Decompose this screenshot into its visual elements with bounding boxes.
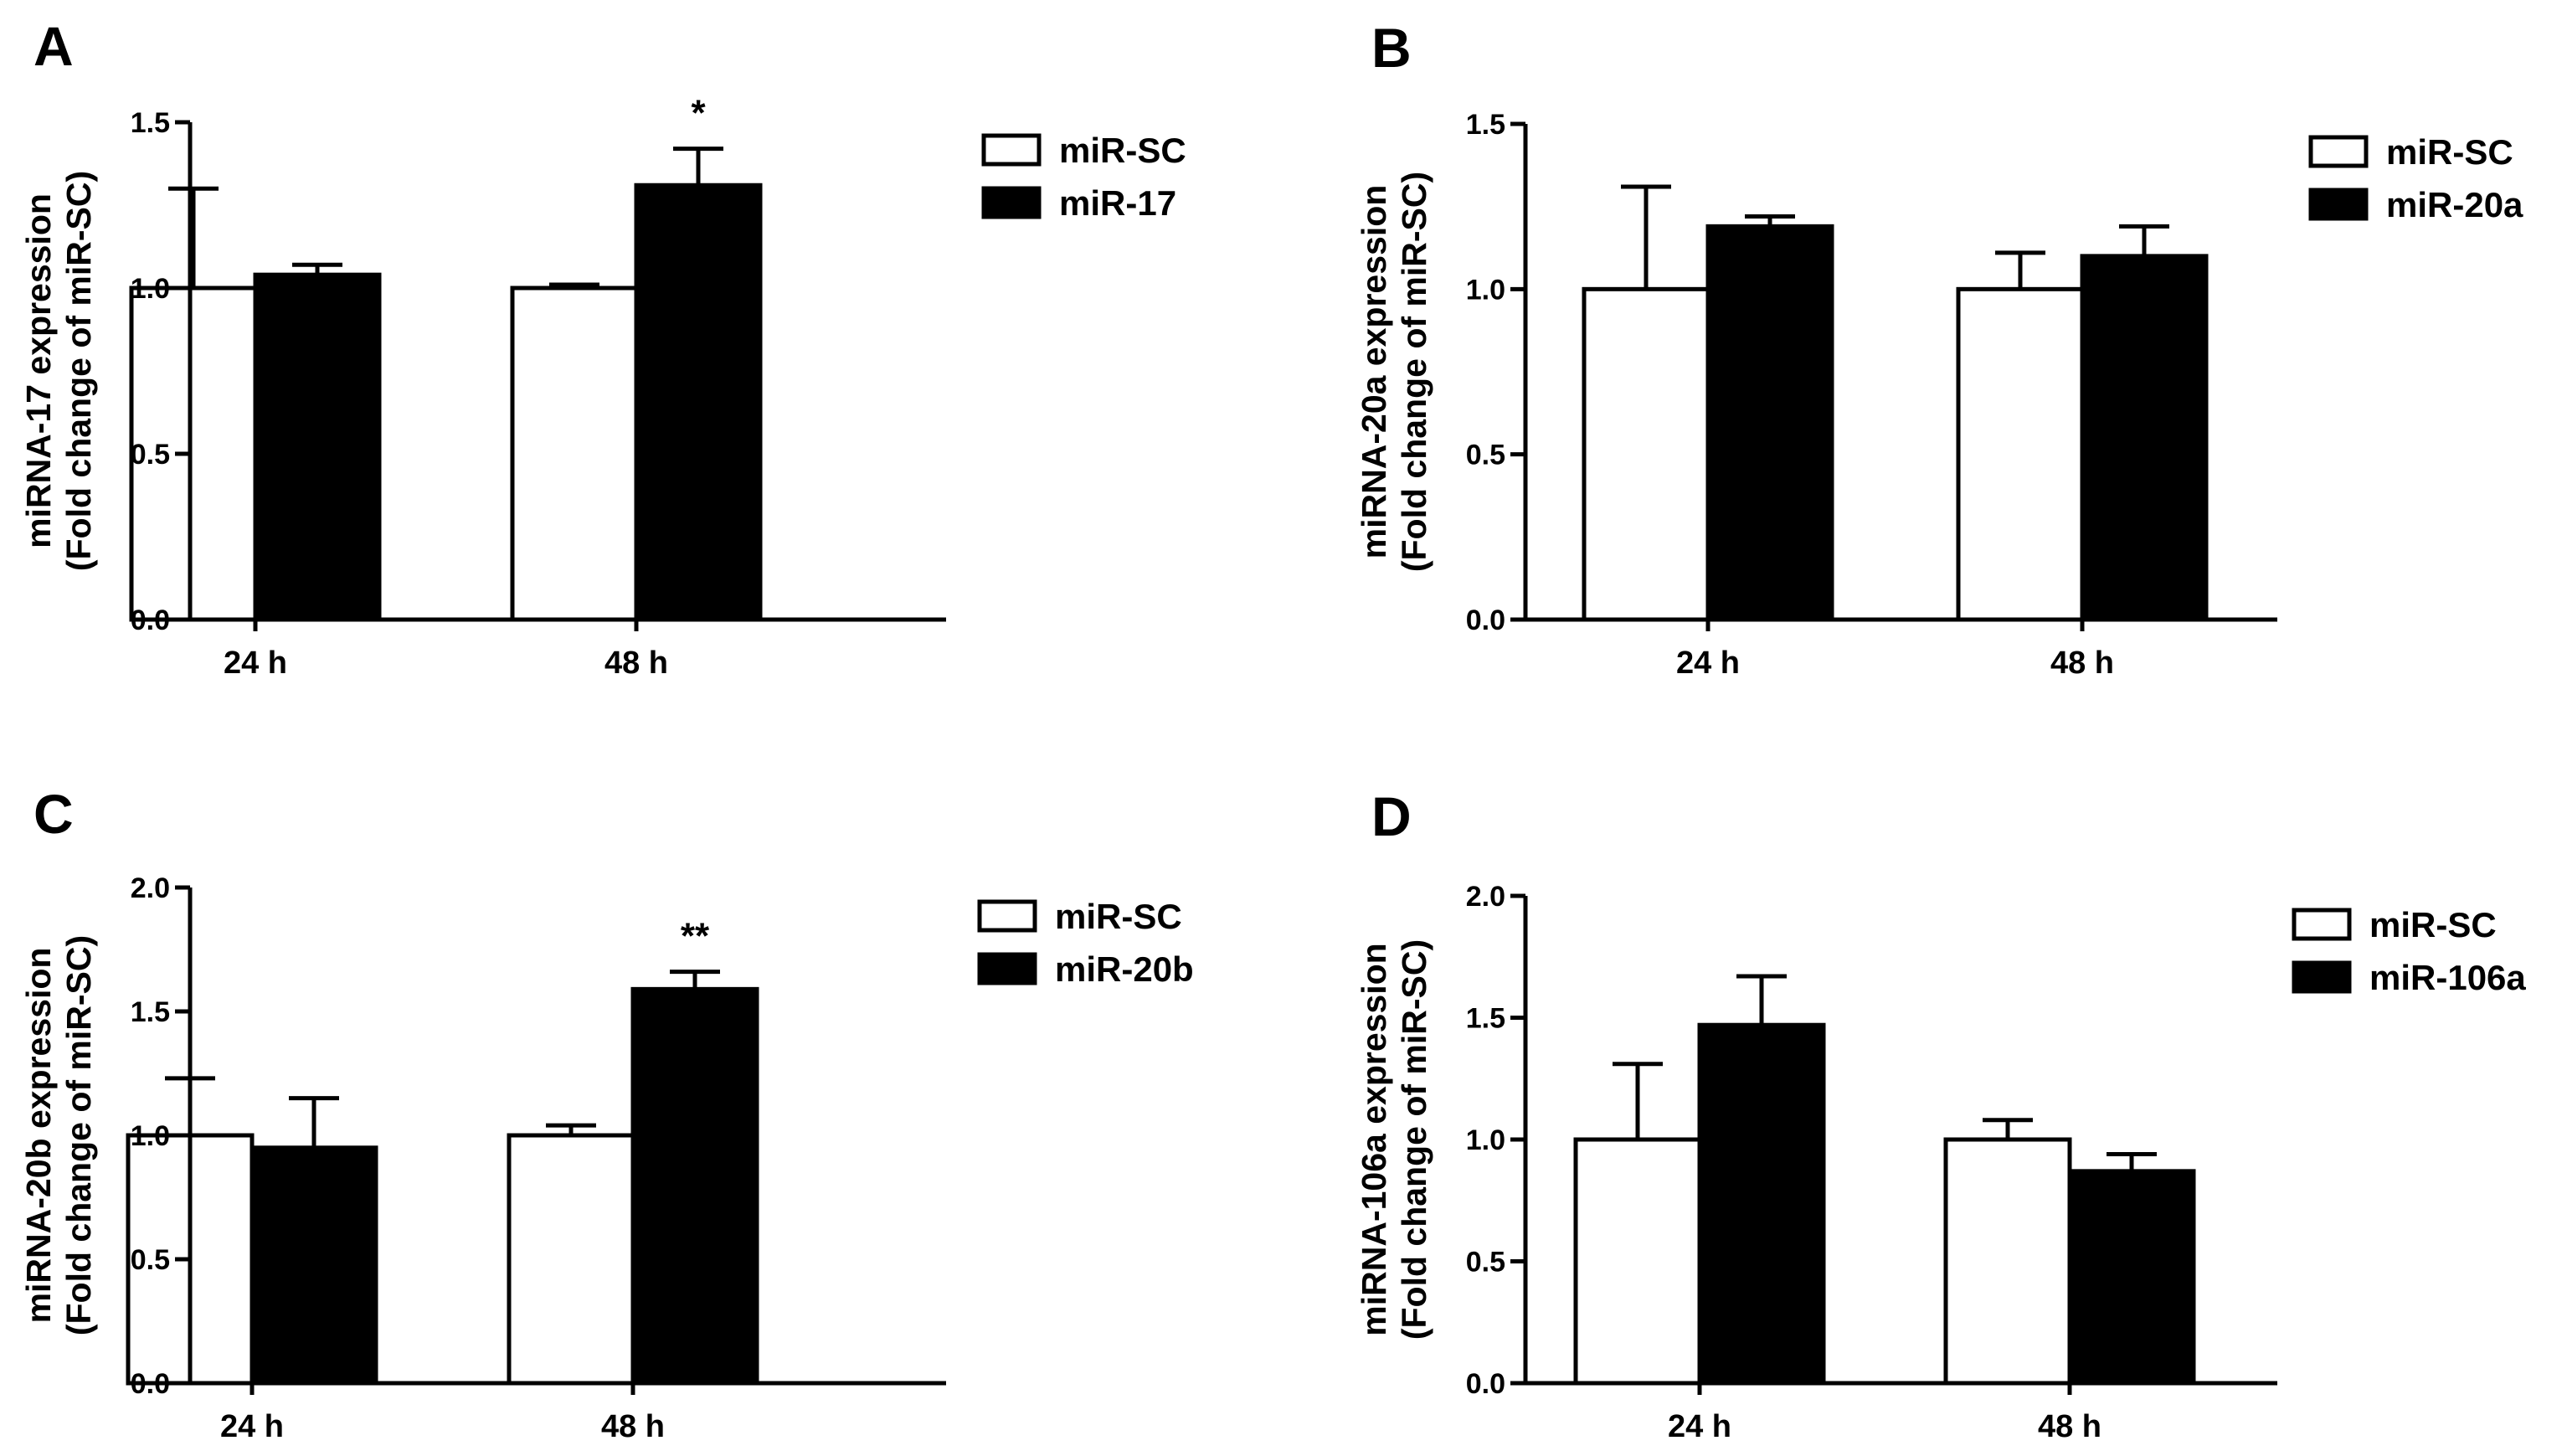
- panel-label: B: [1371, 17, 1412, 79]
- legend-label: miR-SC: [1059, 131, 1186, 170]
- x-tick-label: 24 h: [1668, 1409, 1731, 1444]
- legend-swatch: [981, 186, 1042, 219]
- y-axis-title: miRNA-17 expression(Fold change of miR-S…: [19, 171, 98, 571]
- bar-mir-106a-24h: [1697, 1022, 1826, 1386]
- bar-mir-sc-24h: [1573, 1137, 1702, 1386]
- chart-panel-b: B 24 h 48 h 0.0 0.5 1.0 1.5 miRNA-20a expressio…: [1355, 17, 2523, 681]
- legend-label: miR-SC: [2369, 905, 2497, 944]
- chart-panel-a: A 24 h 48 h * 0.0 0.5 1.0 1.5 miRNA-17 expressio…: [19, 15, 1186, 681]
- legend-label: miR-20a: [2386, 185, 2523, 224]
- bar-mir-sc-48h: [1943, 1137, 2072, 1386]
- bar-mir-17-24h: [253, 272, 382, 622]
- bar-mir-106a-48h: [2067, 1169, 2196, 1386]
- panel-label: D: [1371, 785, 1412, 847]
- significance-marker: *: [691, 93, 706, 134]
- bar-mir-20a-24h: [1705, 224, 1834, 622]
- legend-label: miR-106a: [2369, 958, 2526, 997]
- bar-mir-sc-48h: [1956, 286, 2085, 622]
- y-axis-title-line: (Fold change of miR-SC): [1395, 172, 1433, 572]
- y-tick-label: 2.0: [1466, 881, 1505, 913]
- bar-mir-sc-48h: [507, 1133, 635, 1386]
- y-axis-title: miRNA-20a expression(Fold change of miR-…: [1355, 172, 1433, 572]
- bar-mir-20b-48h: [630, 986, 759, 1386]
- bar-mir-20b-24h: [249, 1145, 378, 1386]
- y-axis-title: miRNA-20b expression(Fold change of miR-…: [19, 935, 98, 1335]
- y-tick-label: 0.5: [131, 439, 170, 471]
- panel-label: A: [33, 15, 74, 77]
- y-tick-label: 0.0: [1466, 605, 1505, 636]
- y-tick-label: 0.5: [1466, 1247, 1505, 1279]
- y-tick-label: 0.5: [1466, 440, 1505, 471]
- bar-mir-sc-48h: [510, 286, 639, 622]
- x-tick-label: 24 h: [1676, 646, 1740, 681]
- y-axis-title: miRNA-106a expression(Fold change of miR…: [1355, 939, 1433, 1340]
- legend-swatch: [977, 899, 1037, 933]
- bar-mir-20a-48h: [2080, 254, 2209, 622]
- y-axis-title-line: miRNA-17 expression: [19, 193, 58, 548]
- x-tick-label: 48 h: [604, 646, 668, 681]
- y-axis-title-line: (Fold change of miR-SC): [59, 171, 98, 571]
- legend-swatch: [2292, 960, 2352, 994]
- y-axis-title-line: miRNA-20a expression: [1355, 185, 1393, 559]
- y-tick-label: 0.0: [131, 1368, 170, 1400]
- bar-mir-17-48h: [634, 183, 763, 622]
- y-tick-label: 0.0: [1466, 1368, 1505, 1400]
- bar-mir-sc-24h: [1582, 286, 1710, 622]
- y-tick-label: 1.5: [1466, 109, 1505, 141]
- y-tick-label: 1.5: [131, 107, 170, 139]
- panel-label: C: [33, 783, 74, 845]
- chart-panel-c: C 24 h 48 h ** 0.0 0.5 1.0 1.5 2.0 miRNA-20b expr…: [19, 783, 1194, 1444]
- legend-swatch: [2308, 135, 2369, 168]
- y-tick-label: 1.0: [131, 1120, 170, 1152]
- y-tick-label: 0.5: [131, 1244, 170, 1276]
- y-tick-label: 1.0: [131, 273, 170, 305]
- legend-swatch: [981, 133, 1042, 167]
- y-tick-label: 1.0: [1466, 274, 1505, 306]
- x-tick-label: 48 h: [2038, 1409, 2101, 1444]
- x-tick-label: 48 h: [601, 1409, 665, 1444]
- x-tick-label: 24 h: [224, 646, 287, 681]
- legend-label: miR-17: [1059, 183, 1176, 223]
- legend-label: miR-SC: [2386, 132, 2513, 172]
- legend-label: miR-SC: [1055, 897, 1182, 936]
- y-tick-label: 1.0: [1466, 1124, 1505, 1156]
- legend-label: miR-20b: [1055, 949, 1194, 989]
- y-tick-label: 1.5: [131, 996, 170, 1028]
- chart-panel-d: D 24 h 48 h 0.0 0.5 1.0 1.5 2.0 miRNA-106a expre…: [1355, 785, 2526, 1444]
- y-axis-title-line: miRNA-20b expression: [19, 948, 58, 1324]
- legend-swatch: [977, 952, 1037, 985]
- y-tick-label: 1.5: [1466, 1003, 1505, 1035]
- y-axis-title-line: miRNA-106a expression: [1355, 943, 1393, 1335]
- y-axis-title-line: (Fold change of miR-SC): [59, 935, 98, 1335]
- y-tick-label: 2.0: [131, 872, 170, 904]
- x-tick-label: 48 h: [2050, 646, 2114, 681]
- significance-marker: **: [681, 916, 710, 957]
- x-tick-label: 24 h: [220, 1409, 284, 1444]
- y-tick-label: 0.0: [131, 605, 170, 636]
- legend-swatch: [2308, 188, 2369, 221]
- legend-swatch: [2292, 908, 2352, 941]
- y-axis-title-line: (Fold change of miR-SC): [1395, 939, 1433, 1340]
